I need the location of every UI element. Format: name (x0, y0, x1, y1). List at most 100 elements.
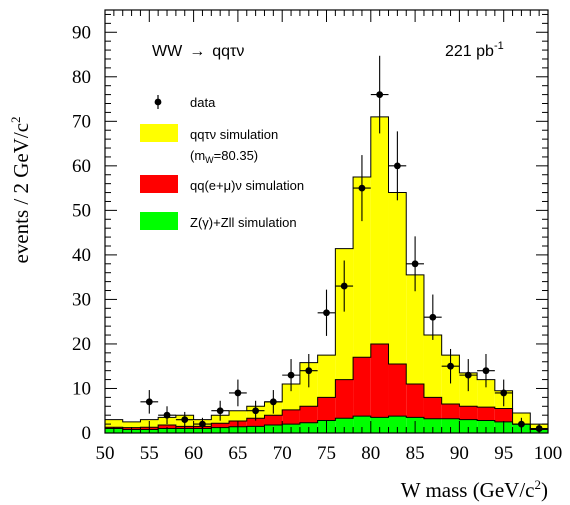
bar-series2-bin12 (317, 355, 336, 398)
data-point (423, 294, 442, 340)
data-point (459, 359, 478, 392)
data-point-marker (252, 407, 260, 415)
bar-series0-bin16 (388, 416, 407, 433)
data-point-marker (199, 420, 206, 428)
data-point (299, 354, 318, 388)
bar-series1-bin10 (282, 409, 300, 425)
bar-series1-bin17 (406, 384, 424, 418)
stacked-bars (105, 116, 548, 433)
data-point (406, 236, 424, 292)
outline-series1 (104, 343, 549, 433)
legend-data-label: data (190, 95, 216, 110)
bar-series2-bin1 (122, 421, 141, 428)
legend-zgamma-label: Z(γ)+Zll simulation (190, 215, 297, 230)
data-point (388, 131, 407, 201)
bar-series0-bin20 (459, 419, 478, 433)
bar-series1-bin9 (264, 415, 283, 425)
x-axis-title: W mass (GeV/c2) (401, 477, 548, 502)
data-point-marker (500, 389, 508, 397)
data-point (477, 354, 495, 388)
data-point (229, 379, 247, 407)
outline-series0 (104, 415, 549, 433)
y-tick-label: 70 (72, 111, 91, 132)
y-tick-label: 30 (72, 289, 91, 310)
data-point-marker (376, 91, 384, 98)
bar-series1-bin21 (477, 407, 495, 421)
legend-zgamma-swatch (140, 212, 178, 230)
x-tick-label: 100 (534, 443, 563, 464)
data-point-marker (145, 398, 153, 406)
data-point (317, 289, 336, 336)
y-tick-label: 50 (72, 200, 91, 221)
bar-series2-bin17 (406, 274, 424, 385)
data-point-marker (323, 309, 330, 317)
x-tick-label: 55 (140, 443, 159, 464)
data-point-marker (411, 260, 419, 268)
legend-qqtaunu-mass: (mW=80.35) (190, 148, 258, 165)
bar-series2-bin16 (388, 192, 407, 364)
x-tick-label: 80 (361, 443, 380, 464)
bar-series2-bin14 (353, 176, 371, 358)
stack-outlines (104, 116, 549, 433)
legend-qqlnu-label: qq(e+μ)ν simulation (190, 178, 304, 193)
data-point (264, 390, 283, 414)
y-tick-label: 90 (72, 22, 91, 43)
luminosity-annotation: 221 pb-1 (445, 40, 504, 60)
bar-series1-bin22 (494, 408, 513, 422)
data-point (140, 390, 159, 414)
legend-qqlnu-swatch (140, 175, 178, 193)
bar-series1-bin12 (317, 397, 336, 421)
y-tick-label: 80 (72, 67, 91, 88)
bar-series2-bin13 (335, 248, 354, 380)
legend-qqtaunu-swatch (140, 124, 178, 142)
bar-series1-bin15 (370, 343, 389, 418)
data-point-marker (447, 362, 454, 370)
bar-series2-bin10 (282, 384, 300, 410)
data-point (282, 359, 300, 392)
y-axis-title: events / 2 GeV/c2 (8, 116, 33, 263)
data-point (211, 400, 230, 421)
bar-series0-bin21 (477, 420, 495, 433)
data-point-marker (518, 420, 525, 428)
bar-series1-bin3 (158, 424, 176, 429)
legend-data-marker (154, 98, 162, 106)
data-point (175, 411, 194, 428)
data-point-marker (287, 371, 295, 379)
x-tick-labels: 50 55 60 65 70 75 80 85 90 95 100 (96, 443, 563, 464)
bar-series1-bin13 (335, 379, 354, 419)
data-point-marker (429, 313, 437, 321)
y-tick-label: 20 (72, 334, 91, 355)
process-annotation: WW → qqτν (152, 43, 244, 60)
data-point (512, 417, 531, 431)
bar-series1-bin14 (353, 357, 371, 417)
data-point (370, 55, 389, 134)
data-point-marker (305, 367, 313, 375)
bar-series1-bin20 (459, 406, 478, 420)
bar-series1-bin19 (441, 404, 460, 419)
x-tick-label: 75 (317, 443, 336, 464)
bar-series1-bin18 (423, 397, 442, 419)
bar-series0-bin19 (441, 418, 460, 433)
x-tick-label: 65 (228, 443, 247, 464)
bar-series1-bin6 (211, 423, 230, 428)
data-points (140, 55, 548, 433)
data-point-marker (234, 389, 242, 397)
bar-series0-bin14 (353, 416, 371, 433)
data-point-marker (216, 407, 224, 415)
bar-series1-bin16 (388, 363, 407, 417)
data-point-marker (464, 371, 472, 379)
data-point-marker (163, 411, 171, 419)
axis-ticks (104, 10, 549, 434)
legend-qqtaunu-label: qqτν simulation (190, 127, 278, 142)
data-point-marker (340, 282, 348, 290)
y-tick-label: 40 (72, 245, 91, 266)
y-tick-labels: 0 10 20 30 40 50 60 70 80 90 (72, 22, 91, 444)
bar-series1-bin11 (299, 406, 318, 423)
data-point (335, 260, 354, 312)
legend: data qqτν simulation (mW=80.35) qq(e+μ)ν… (140, 95, 304, 230)
data-point (353, 155, 371, 222)
data-point (246, 400, 265, 421)
x-tick-label: 90 (450, 443, 469, 464)
data-point-marker (393, 162, 401, 170)
